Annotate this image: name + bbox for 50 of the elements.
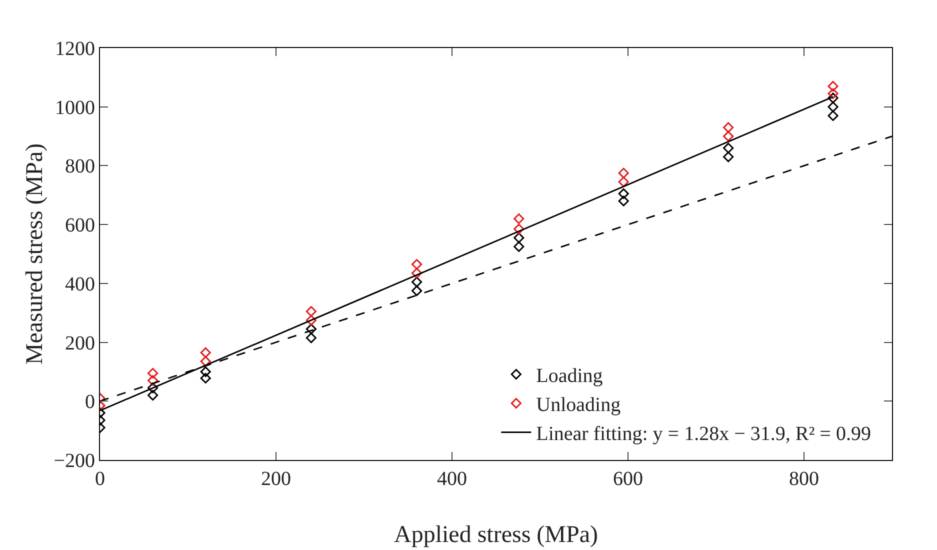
point bbox=[828, 110, 838, 121]
y-axis-title: Measured stress (MPa) bbox=[22, 143, 48, 365]
point bbox=[828, 92, 838, 104]
point bbox=[200, 356, 211, 367]
point bbox=[828, 80, 838, 92]
point bbox=[200, 347, 211, 358]
x-tick-label: 400 bbox=[437, 468, 467, 490]
point bbox=[412, 268, 422, 278]
point bbox=[148, 390, 158, 401]
point bbox=[618, 196, 629, 206]
y-tick-label: 0 bbox=[85, 391, 95, 414]
point bbox=[514, 224, 524, 234]
point bbox=[200, 372, 211, 384]
point bbox=[514, 213, 524, 224]
point bbox=[723, 142, 734, 154]
point bbox=[723, 152, 734, 162]
legend-label: Unloading bbox=[536, 394, 621, 416]
x-tick-label: 600 bbox=[613, 468, 643, 490]
point bbox=[200, 366, 211, 378]
y-tick-label: 200 bbox=[65, 332, 95, 354]
point bbox=[412, 285, 422, 296]
y-tick-label: 800 bbox=[65, 156, 95, 178]
point bbox=[618, 168, 629, 178]
point bbox=[828, 102, 838, 112]
point bbox=[723, 130, 734, 142]
legend-label: Loading bbox=[536, 365, 603, 388]
point bbox=[306, 324, 316, 334]
point bbox=[306, 306, 316, 317]
point bbox=[618, 188, 629, 199]
point bbox=[412, 276, 422, 288]
point bbox=[306, 314, 316, 326]
point bbox=[618, 176, 629, 188]
y-tick-label: 400 bbox=[65, 273, 95, 296]
point bbox=[148, 375, 158, 386]
x-axis-title: Applied stress (MPa) bbox=[394, 522, 598, 548]
point bbox=[723, 122, 734, 133]
point bbox=[148, 382, 158, 394]
point bbox=[412, 259, 422, 270]
x-tick-label: 800 bbox=[789, 468, 819, 490]
y-tick-label: 1000 bbox=[55, 96, 95, 119]
y-tick-label: −200 bbox=[54, 450, 95, 472]
point bbox=[828, 88, 838, 99]
point bbox=[306, 332, 316, 344]
point bbox=[514, 232, 524, 244]
y-tick-label: 600 bbox=[65, 214, 95, 237]
x-tick-label: 200 bbox=[261, 468, 291, 490]
y-tick-label: 1200 bbox=[55, 38, 95, 60]
point bbox=[514, 241, 524, 252]
legend-label: Linear fitting: y = 1.28x − 31.9, R² = 0.99 bbox=[536, 423, 871, 446]
point bbox=[148, 368, 158, 378]
